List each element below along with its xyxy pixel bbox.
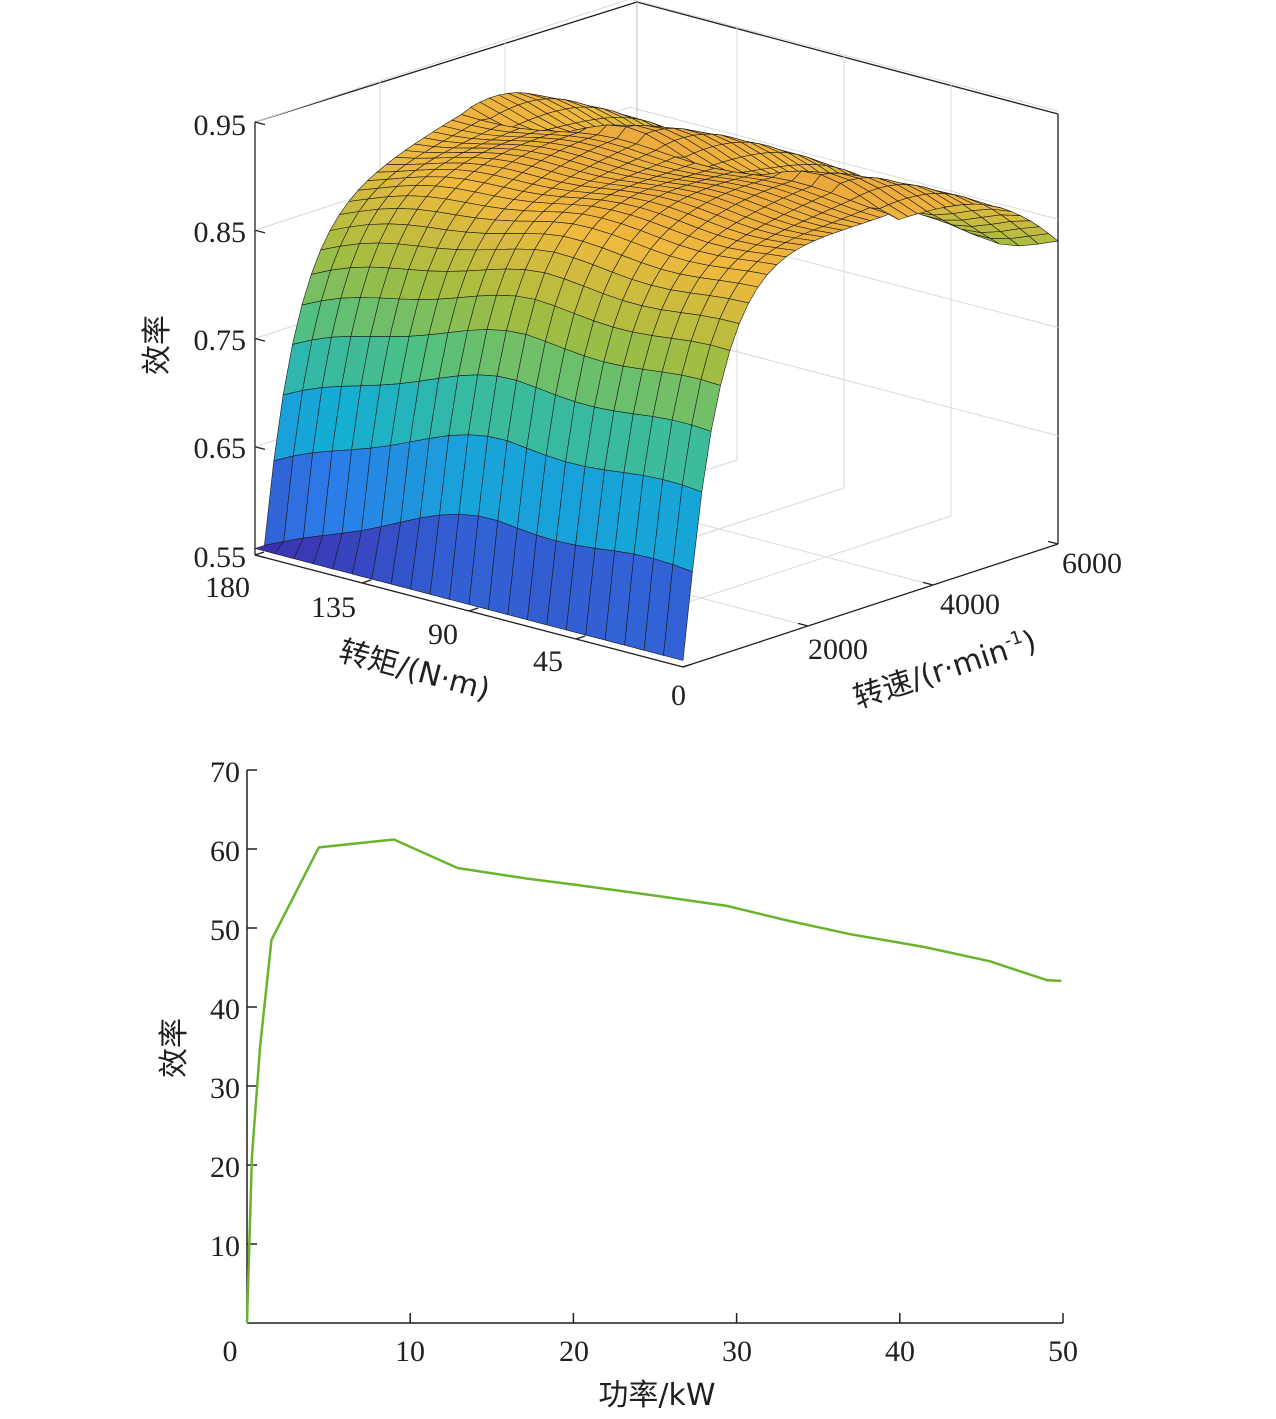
y-tick-label: 20: [210, 1151, 240, 1184]
z-tick-mark: [254, 446, 266, 450]
speed-tick-label: 2000: [808, 633, 868, 666]
y-tick-label: 10: [210, 1230, 240, 1263]
z-tick-mark: [254, 121, 266, 126]
line-x-axis-label: 功率/kW: [598, 1378, 715, 1413]
x-tick-label: 40: [885, 1335, 915, 1368]
torque-tick-label: 180: [205, 571, 250, 604]
z-tick-mark: [254, 337, 266, 342]
speed-axis-label: 转速/(r·min-1): [849, 623, 1041, 716]
torque-tick-label: 45: [533, 645, 563, 678]
line-y-axis-label: 效率: [157, 1018, 192, 1078]
torque-tick-label: 135: [311, 591, 356, 624]
efficiency-surface-chart: 0.95 0.85 0.75 0.65 0.55 180 135 90 45 0…: [140, 0, 1122, 716]
z-tick-label: 0.75: [194, 324, 247, 357]
surface-z-axis-label: 效率: [140, 315, 175, 375]
z-tick-label: 0.95: [194, 109, 247, 142]
speed-tick-label: 4000: [940, 588, 1000, 621]
efficiency-series-line: [245, 838, 1062, 1324]
torque-tick-label: 90: [428, 618, 458, 651]
torque-tick-label: 0: [671, 679, 686, 712]
speed-tick-mark: [1047, 540, 1059, 545]
x-tick-label: 0: [223, 1335, 238, 1368]
line-tick-marks: [246, 769, 1064, 1323]
x-tick-label: 10: [395, 1335, 425, 1368]
grid-line: [254, 0, 1059, 123]
speed-tick-mark: [797, 622, 809, 627]
x-tick-label: 20: [559, 1335, 589, 1368]
x-tick-label: 30: [722, 1335, 752, 1368]
y-tick-label: 70: [210, 756, 240, 789]
speed-axis-label-main: 转速/(r·min: [849, 633, 1012, 716]
z-tick-marks: [254, 121, 1059, 668]
z-tick-label: 0.55: [194, 541, 247, 574]
y-tick-label: 30: [210, 1072, 240, 1105]
speed-axis-label-sup: -1: [1001, 627, 1025, 653]
torque-tick-mark: [468, 607, 479, 612]
grid-line: [575, 83, 952, 640]
speed-tick-mark: [922, 581, 934, 586]
torque-tick-mark: [254, 551, 265, 556]
torque-tick-mark: [682, 663, 693, 668]
surface-mesh: [253, 92, 1059, 661]
x-tick-label: 50: [1048, 1335, 1078, 1368]
y-tick-label: 50: [210, 914, 240, 947]
torque-axis-label: 转矩/(N·m): [335, 634, 494, 708]
efficiency-power-line-chart: 70 60 50 40 30 20 10 0 10 20 30 40 50 效率…: [157, 756, 1078, 1413]
z-tick-mark: [254, 554, 266, 559]
surface-patch: [663, 564, 693, 661]
z-tick-mark: [254, 229, 266, 234]
torque-tick-mark: [361, 579, 372, 584]
speed-tick-label: 6000: [1062, 547, 1122, 580]
torque-tick-mark: [575, 635, 586, 640]
z-tick-label: 0.65: [194, 432, 247, 465]
z-tick-label: 0.85: [194, 216, 247, 249]
y-tick-label: 40: [210, 993, 240, 1026]
y-tick-label: 60: [210, 835, 240, 868]
